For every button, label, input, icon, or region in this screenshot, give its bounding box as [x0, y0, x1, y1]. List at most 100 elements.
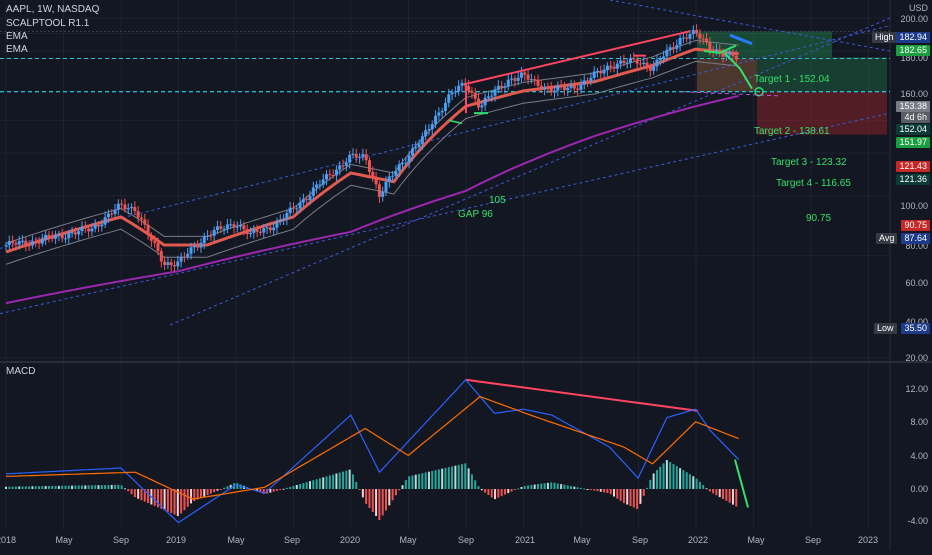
candle-body [420, 136, 424, 145]
candle-body [239, 225, 243, 227]
avg-price-box: 87.64 [901, 233, 930, 244]
macd-histogram-bar [530, 484, 533, 489]
candle-body [34, 241, 38, 243]
macd-histogram-bar [71, 485, 74, 489]
macd-histogram-bar [315, 479, 318, 489]
macd-histogram-bar [87, 485, 90, 489]
candle-body [103, 217, 107, 225]
candle-body [291, 207, 295, 209]
indicator-ema-1[interactable]: EMA [6, 31, 28, 42]
macd-histogram-bar [500, 489, 503, 497]
macd-histogram-bar [104, 485, 107, 489]
ema-slow-line [5, 94, 739, 305]
macd-histogram-bar [444, 467, 447, 489]
macd-histogram-bar [114, 484, 117, 489]
candle-body [11, 240, 15, 244]
macd-histogram-bar [110, 484, 113, 489]
candle-body [434, 115, 438, 125]
macd-histogram-bar [695, 478, 698, 489]
candle-body [377, 184, 381, 197]
macd-histogram-bar [226, 486, 229, 489]
macd-histogram-bar [279, 489, 282, 490]
candle-body [652, 66, 656, 71]
candle-body [166, 262, 170, 265]
macd-histogram-bar [622, 489, 625, 504]
macd-histogram-bar [11, 486, 14, 489]
candle-body [519, 72, 523, 78]
candle-body [301, 199, 305, 203]
candle-body [447, 94, 451, 103]
macd-histogram-bar [140, 489, 143, 501]
macd-histogram-bar [636, 489, 639, 509]
candle-body [450, 92, 454, 95]
candle-body [285, 213, 289, 220]
candle-body [44, 234, 48, 240]
candle-body [556, 85, 560, 91]
macd-histogram-bar [536, 484, 539, 489]
macd-histogram-bar [437, 469, 440, 489]
high-tag: High [872, 32, 897, 43]
candle-body [427, 129, 431, 131]
macd-histogram-bar [318, 478, 321, 489]
trend-line [465, 30, 691, 85]
candle-body [344, 162, 348, 166]
candle-body [394, 171, 398, 176]
x-tick: 2019 [165, 535, 187, 545]
candle-body [632, 58, 636, 60]
candle-body [681, 37, 685, 39]
candle-body [295, 208, 299, 210]
candle-body [671, 47, 675, 49]
candle-body [315, 184, 319, 188]
candle-body [473, 92, 477, 99]
macd-histogram-bar [735, 489, 738, 507]
candle-body [493, 89, 497, 96]
macd-y-tick: 12.00 [905, 384, 928, 394]
candle-body [202, 236, 206, 244]
macd-histogram-bar [123, 488, 126, 490]
candle-body [262, 228, 266, 233]
candle-body [566, 87, 570, 91]
candle-body [582, 80, 586, 85]
macd-histogram-bar [715, 489, 718, 496]
candle-body [711, 49, 715, 52]
macd-histogram-bar [371, 489, 374, 512]
macd-histogram-bar [503, 489, 506, 495]
macd-histogram-bar [672, 464, 675, 489]
price-box: 182.65 [896, 45, 930, 56]
indicator-scalptool[interactable]: SCALPTOOL R1.1 [6, 18, 90, 29]
macd-histogram-bar [646, 487, 649, 489]
candle-body [586, 80, 590, 82]
macd-histogram-bar [662, 463, 665, 489]
candle-body [249, 232, 253, 235]
macd-arrow [734, 459, 749, 508]
macd-histogram-bar [451, 466, 454, 489]
candle-body [579, 84, 583, 90]
macd-histogram-bar [180, 489, 183, 514]
candle-body [397, 164, 401, 172]
candle-body [374, 177, 378, 185]
macd-histogram-bar [24, 486, 27, 489]
candle-body [209, 235, 213, 237]
macd-histogram-bar [649, 479, 652, 489]
macd-histogram-bar [609, 489, 612, 495]
candle-body [503, 86, 507, 88]
candle-body [133, 206, 137, 212]
candle-body [731, 51, 735, 56]
level-105-label: 105 [489, 195, 506, 206]
candle-body [235, 226, 239, 228]
indicator-ema-2[interactable]: EMA [6, 44, 28, 55]
x-tick: Sep [804, 535, 822, 545]
macd-histogram-bar [675, 466, 678, 489]
target-circle [754, 86, 764, 97]
signal-line [5, 395, 739, 500]
x-tick: May [573, 535, 591, 545]
candle-body [153, 240, 157, 243]
macd-histogram-bar [527, 485, 530, 489]
macd-histogram-bar [487, 489, 490, 496]
candle-body [196, 246, 200, 248]
macd-line [5, 378, 740, 524]
candle-body [159, 250, 163, 262]
candle-body [625, 62, 629, 64]
